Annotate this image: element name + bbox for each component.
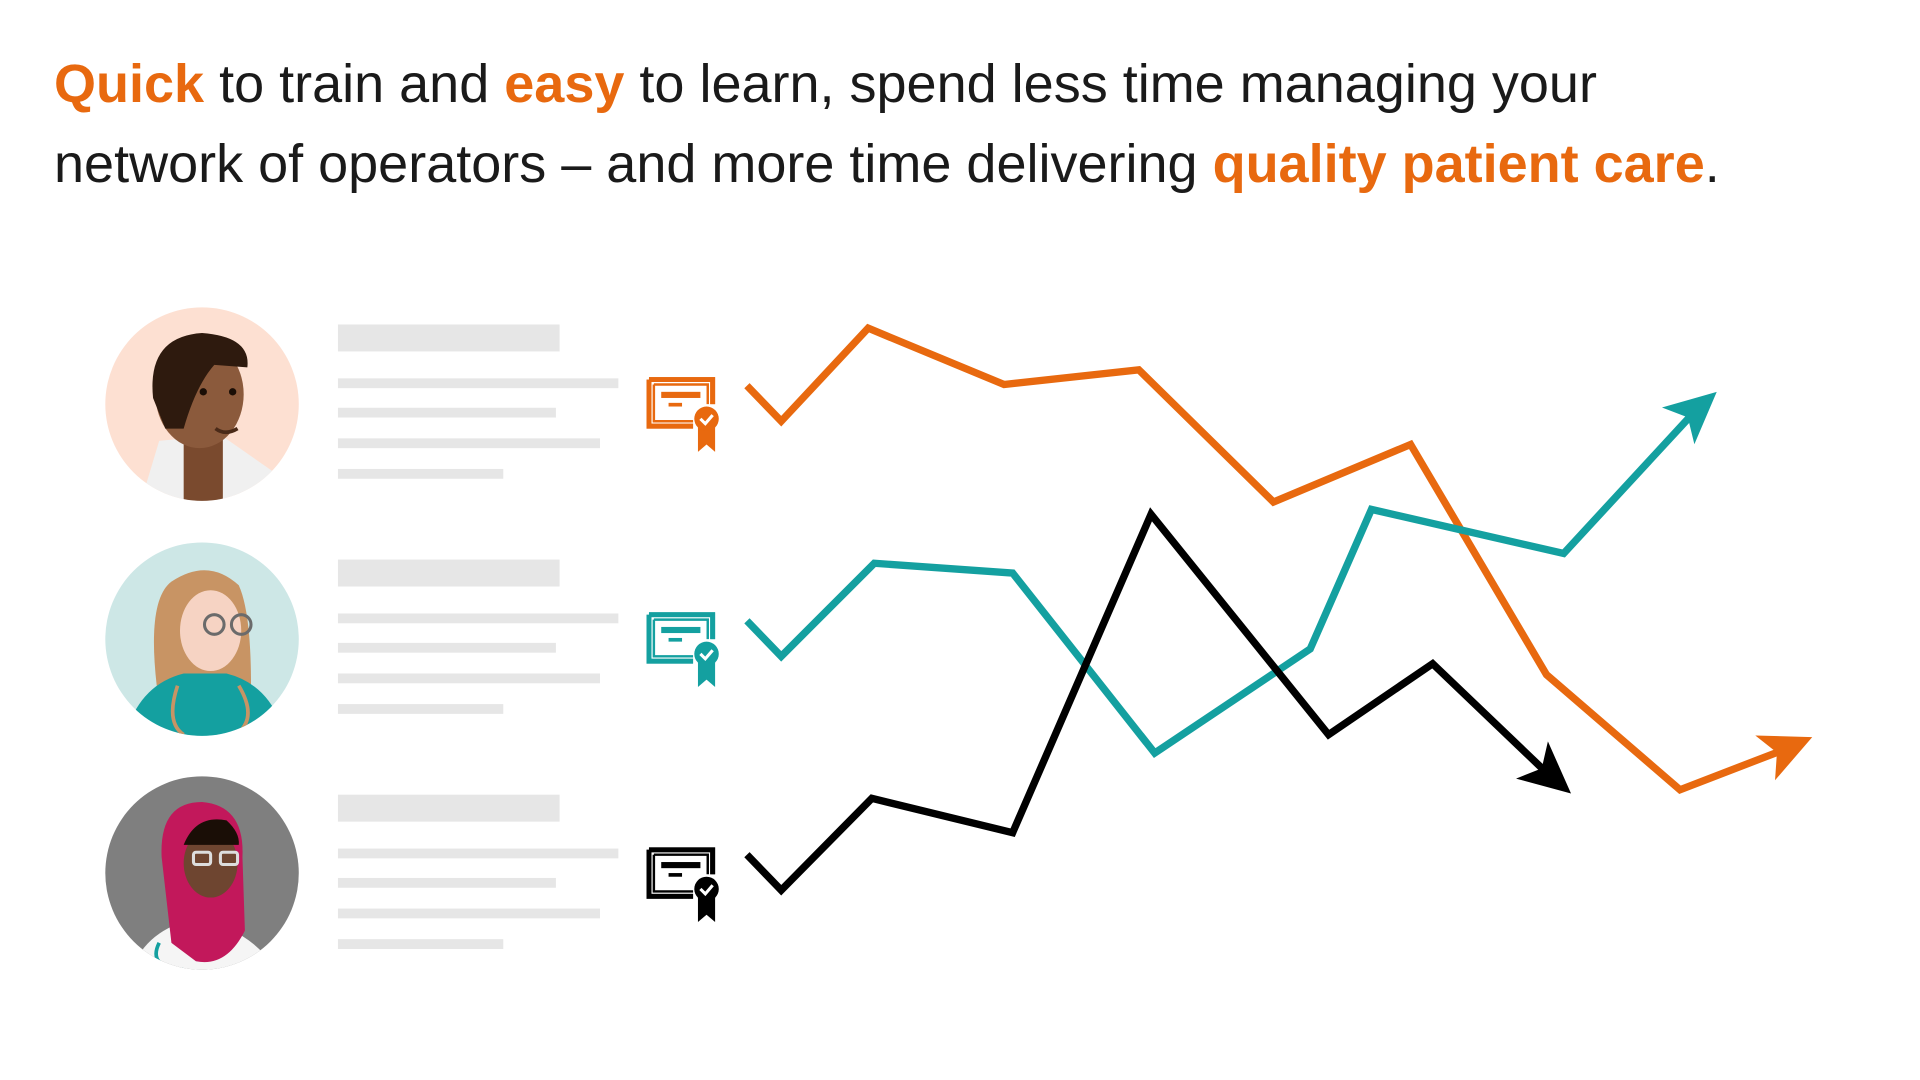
placeholder-text-line xyxy=(337,613,619,624)
arrowhead-icon xyxy=(1755,735,1813,781)
female-doctor-glasses-avatar xyxy=(105,542,299,736)
placeholder-text-line xyxy=(337,877,556,888)
placeholder-title-bar xyxy=(337,324,560,352)
certificate-check-icon xyxy=(646,377,719,452)
highlight-easy: easy xyxy=(504,54,625,114)
headline-text: to train and xyxy=(204,54,505,114)
placeholder-text-line xyxy=(337,848,619,859)
hijab-doctor-avatar xyxy=(105,776,299,970)
highlight-quick: Quick xyxy=(54,54,205,114)
arrowhead-icon xyxy=(1516,741,1572,794)
headline-text: to learn, spend less time managing your xyxy=(624,54,1597,114)
male-doctor-avatar xyxy=(105,307,299,501)
headline: Quick to train and easy to learn, spend … xyxy=(54,44,1720,204)
placeholder-title-bar xyxy=(337,794,560,822)
arrowhead-icon xyxy=(1661,391,1717,445)
highlight-quality-patient-care: quality patient care xyxy=(1212,134,1705,194)
orange-trend-line xyxy=(744,323,1813,795)
headline-text: network of operators – and more time del… xyxy=(54,134,1213,194)
placeholder-text-line xyxy=(337,378,619,389)
placeholder-text-line xyxy=(337,642,556,653)
headline-line-1: Quick to train and easy to learn, spend … xyxy=(54,44,1720,124)
placeholder-title-bar xyxy=(337,559,560,587)
placeholder-text-line xyxy=(337,407,556,418)
certificate-check-icon xyxy=(646,847,719,923)
headline-line-2: network of operators – and more time del… xyxy=(54,124,1720,204)
black-trend-line xyxy=(744,507,1572,896)
placeholder-text-line xyxy=(337,438,600,449)
certificate-check-icon xyxy=(646,612,719,687)
teal-trend-line xyxy=(744,391,1717,759)
placeholder-text-line xyxy=(337,468,504,479)
operator-profile-card xyxy=(337,324,719,479)
placeholder-text-line xyxy=(337,704,504,714)
operator-profile-card xyxy=(337,559,719,714)
placeholder-text-line xyxy=(337,673,600,684)
placeholder-text-line xyxy=(337,939,504,949)
placeholder-text-line xyxy=(337,908,600,919)
operator-profile-card xyxy=(337,794,719,949)
headline-period: . xyxy=(1704,134,1720,194)
